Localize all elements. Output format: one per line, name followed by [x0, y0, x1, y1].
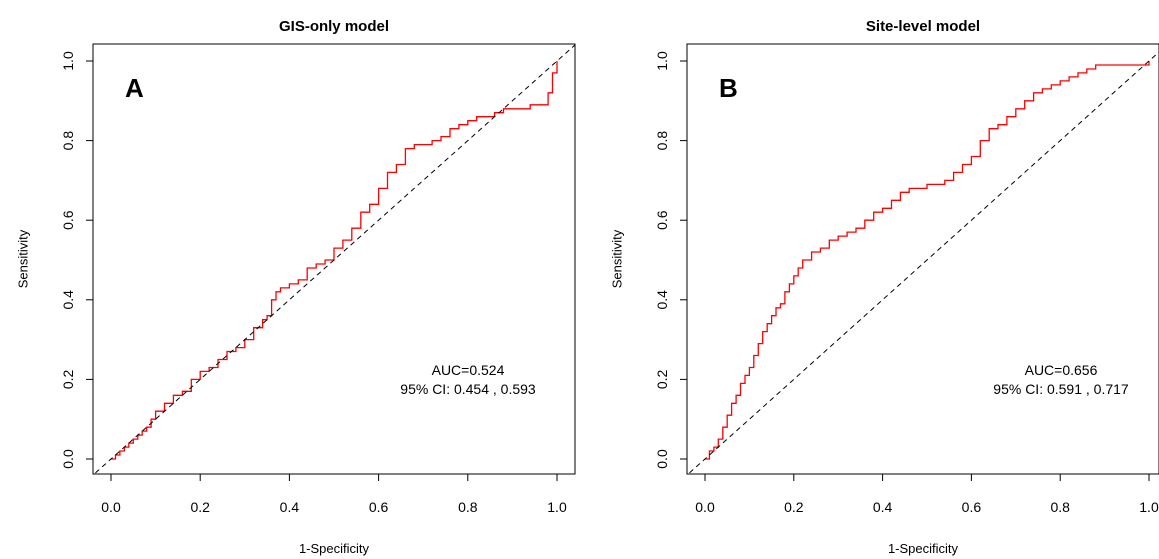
x-tick-label: 0.8: [458, 499, 478, 515]
x-axis-label: 1-Specificity: [299, 541, 370, 556]
y-tick-label: 0.0: [60, 449, 76, 469]
roc-panel-a: GIS-only model A 0.0 0.2 0.4 0.6 0.8 1.0 0.0 0.2 0…: [16, 18, 576, 556]
series-group: [93, 44, 575, 474]
roc-curve-line: [705, 61, 1150, 460]
x-tick-label: 0.8: [1050, 499, 1070, 515]
x-tick-label: 1.0: [547, 499, 567, 515]
x-tick-label: 1.0: [1139, 499, 1159, 515]
y-axis-label: Sensitivity: [16, 229, 31, 288]
x-tick-label: 0.6: [962, 499, 982, 515]
y-tick-label: 0.0: [654, 449, 670, 469]
y-tick-label: 1.0: [60, 51, 76, 71]
x-tick-label: 0.2: [784, 499, 804, 515]
y-tick-label: 0.8: [654, 131, 670, 151]
y-tick-label: 0.6: [654, 210, 670, 230]
plot-frame: [92, 43, 576, 475]
y-tick-label: 0.2: [60, 369, 76, 389]
x-tick-label: 0.4: [873, 499, 893, 515]
roc-panel-b: Site-level model B 0.0 0.2 0.4 0.6 0.8 1.0 0.0 0.…: [610, 18, 1159, 556]
auc-annotation: AUC=0.656: [1025, 362, 1098, 378]
y-tick-label: 0.2: [654, 369, 670, 389]
auc-annotation: AUC=0.524: [432, 362, 505, 378]
x-tick-label: 0.0: [101, 499, 121, 515]
x-tick-label: 0.0: [695, 499, 715, 515]
y-axis-label: Sensitivity: [610, 229, 625, 288]
x-tick-label: 0.2: [190, 499, 210, 515]
ci-annotation: 95% CI: 0.454 , 0.593: [400, 381, 536, 397]
x-tick-label: 0.4: [280, 499, 300, 515]
x-axis-label: 1-Specificity: [888, 541, 959, 556]
series-group: [687, 51, 1159, 474]
y-tick-label: 0.6: [60, 210, 76, 230]
y-tick-label: 0.8: [60, 131, 76, 151]
ci-annotation: 95% CI: 0.591 , 0.717: [993, 381, 1129, 397]
y-tick-label: 0.4: [60, 290, 76, 310]
y-tick-label: 1.0: [654, 51, 670, 71]
reference-diagonal-line: [687, 51, 1159, 474]
panel-label: A: [125, 73, 144, 103]
roc-curve-line: [111, 61, 558, 460]
chart-title: GIS-only model: [279, 18, 389, 35]
x-tick-label: 0.6: [369, 499, 389, 515]
y-tick-label: 0.4: [654, 290, 670, 310]
chart-title: Site-level model: [866, 18, 980, 35]
plot-frame: [686, 43, 1159, 475]
reference-diagonal-line: [93, 44, 575, 474]
panel-label: B: [719, 73, 738, 103]
